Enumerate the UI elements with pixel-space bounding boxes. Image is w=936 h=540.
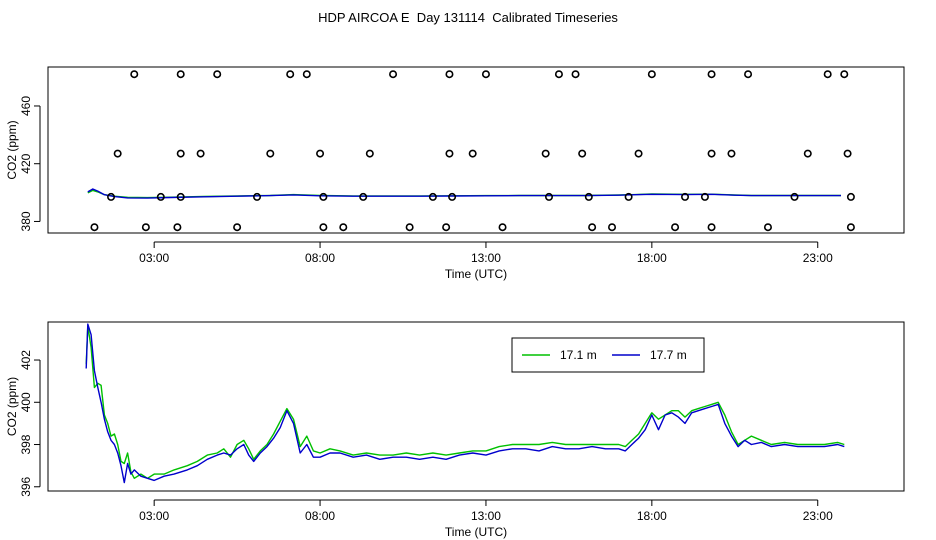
top-x-tick-label: 03:00 (139, 251, 169, 265)
top-data-point (541, 149, 550, 158)
bottom-x-tick-label: 03:00 (139, 509, 169, 523)
top-data-point (846, 192, 855, 201)
top-data-point (578, 149, 587, 158)
top-data-point (319, 223, 328, 232)
top-data-point (445, 70, 454, 79)
top-x-axis-label: Time (UTC) (445, 267, 507, 281)
top-y-tick-label: 420 (19, 153, 33, 173)
top-x-tick-label: 23:00 (803, 251, 833, 265)
top-data-point (302, 70, 311, 79)
top-panel-chart: 03:00 08:00 13:00 18:00 23:00 Time (UTC) 380 42… (5, 66, 905, 281)
top-data-point (213, 70, 222, 79)
bottom-x-tick-label: 18:00 (637, 509, 667, 523)
top-data-point (763, 223, 772, 232)
top-data-point (196, 149, 205, 158)
top-x-tick-label: 13:00 (471, 251, 501, 265)
top-data-point (790, 192, 799, 201)
top-data-point (544, 192, 553, 201)
chart-title: HDP AIRCOA E Day 131114 Calibrated Times… (318, 10, 618, 25)
top-data-point (141, 223, 150, 232)
top-data-point (233, 223, 242, 232)
bottom-y-tick-label: 400 (19, 392, 33, 412)
bottom-x-tick-label: 13:00 (471, 509, 501, 523)
top-data-point (428, 192, 437, 201)
bottom-y-tick-label: 396 (19, 476, 33, 496)
top-plot-frame (47, 66, 905, 234)
top-data-point (588, 223, 597, 232)
top-data-point (445, 149, 454, 158)
top-data-point (846, 223, 855, 232)
top-data-point (365, 149, 374, 158)
top-data-point (608, 223, 617, 232)
bottom-panel-chart: 03:00 08:00 13:00 18:00 23:00 Time (UTC) 396 39… (5, 321, 905, 539)
top-data-point (624, 192, 633, 201)
top-y-tick-label: 460 (19, 96, 33, 116)
top-data-point (744, 70, 753, 79)
bottom-series-line-2 (85, 323, 845, 484)
top-data-point (90, 223, 99, 232)
top-data-point (481, 70, 490, 79)
top-data-point (707, 70, 716, 79)
top-data-point (173, 223, 182, 232)
top-data-point (468, 149, 477, 158)
bottom-legend: 17.1 m 17.7 m (511, 337, 705, 373)
legend-label-2: 17.7 m (650, 348, 687, 362)
top-data-point (700, 192, 709, 201)
top-data-point (707, 223, 716, 232)
top-y-axis-label: CO2 (ppm) (5, 120, 19, 179)
top-data-point (156, 192, 165, 201)
top-data-point (176, 149, 185, 158)
top-data-point (339, 223, 348, 232)
top-series-line-2 (87, 188, 841, 199)
bottom-plot-frame (47, 321, 905, 492)
top-data-point (803, 149, 812, 158)
top-data-point (253, 192, 262, 201)
bottom-x-tick-label: 08:00 (305, 509, 335, 523)
top-data-point (647, 70, 656, 79)
top-data-point (113, 149, 122, 158)
top-data-point (359, 192, 368, 201)
top-data-point (634, 149, 643, 158)
legend-label-1: 17.1 m (560, 348, 597, 362)
top-data-point (266, 149, 275, 158)
top-data-point (671, 223, 680, 232)
bottom-x-tick-label: 23:00 (803, 509, 833, 523)
top-data-point (442, 223, 451, 232)
bottom-y-tick-label: 402 (19, 350, 33, 370)
top-y-tick-label: 380 (19, 211, 33, 231)
top-data-point (571, 70, 580, 79)
top-data-point (319, 192, 328, 201)
top-data-point (843, 149, 852, 158)
top-data-point (130, 70, 139, 79)
bottom-y-axis-label: CO2 (ppm) (5, 377, 19, 436)
top-data-point (405, 223, 414, 232)
top-data-point (107, 192, 116, 201)
top-x-tick-label: 08:00 (305, 251, 335, 265)
bottom-y-tick-label: 398 (19, 434, 33, 454)
bottom-x-axis-label: Time (UTC) (445, 525, 507, 539)
top-data-point (389, 70, 398, 79)
top-x-tick-label: 18:00 (637, 251, 667, 265)
top-data-point (176, 192, 185, 201)
top-data-point (681, 192, 690, 201)
top-data-point (286, 70, 295, 79)
top-data-point (840, 70, 849, 79)
top-data-point (498, 223, 507, 232)
bottom-series-line-1 (85, 325, 845, 479)
top-data-point (727, 149, 736, 158)
top-data-point (554, 70, 563, 79)
top-data-point (176, 70, 185, 79)
top-data-point (584, 192, 593, 201)
top-data-point (316, 149, 325, 158)
top-data-point (448, 192, 457, 201)
top-data-point (707, 149, 716, 158)
top-data-point (823, 70, 832, 79)
